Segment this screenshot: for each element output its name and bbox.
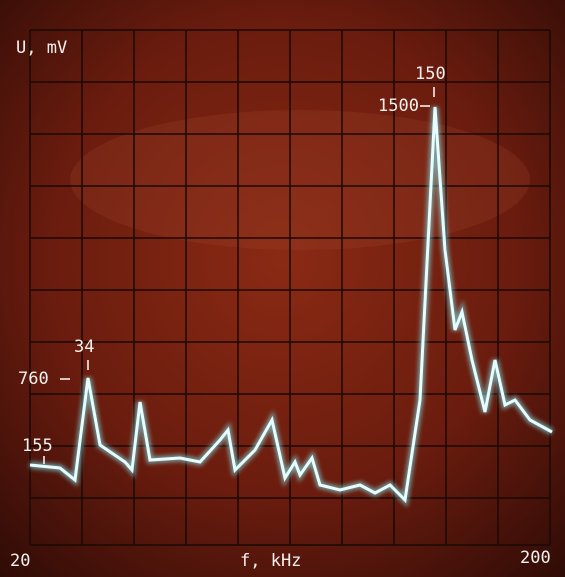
x-max-label: 200 — [520, 548, 551, 568]
grid — [29, 29, 551, 546]
annotation-value: 1500 — [378, 96, 419, 116]
x-min-label: 20 — [10, 551, 30, 571]
annotation-value: 155 — [22, 436, 53, 456]
annotation-value: 760 — [18, 369, 49, 389]
y-axis-label: U, mV — [16, 38, 67, 58]
annotation-x: 34 — [74, 337, 94, 357]
trace — [29, 106, 554, 508]
glare — [70, 110, 530, 250]
annotation-x: 150 — [415, 64, 446, 84]
x-axis-label: f, kHz — [240, 551, 301, 571]
